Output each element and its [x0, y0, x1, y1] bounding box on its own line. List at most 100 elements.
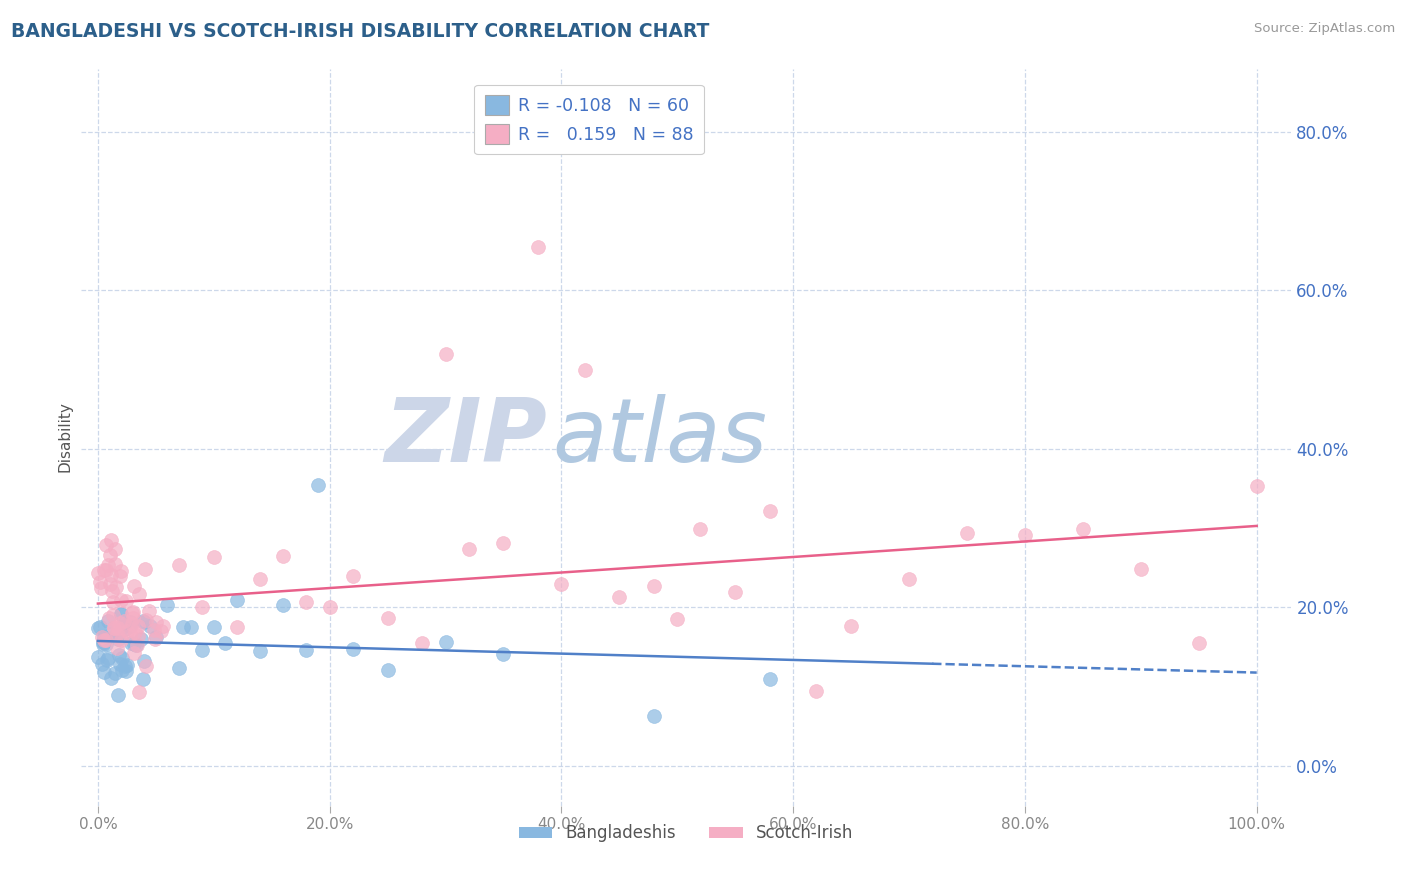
Point — [110, 607, 132, 621]
Point — [89, 620, 111, 634]
Text: atlas: atlas — [553, 394, 768, 480]
Text: ZIP: ZIP — [384, 393, 547, 481]
Point — [1246, 479, 1268, 493]
Point — [110, 564, 132, 578]
Point — [93, 633, 115, 648]
Point — [87, 649, 110, 664]
Point — [110, 633, 132, 648]
Point — [103, 557, 125, 571]
Point — [100, 627, 122, 641]
Point — [457, 541, 479, 556]
Point — [135, 659, 157, 673]
Point — [898, 572, 921, 586]
Point — [134, 655, 156, 669]
Point — [90, 657, 112, 672]
Point — [91, 637, 114, 651]
Point — [202, 620, 225, 634]
Point — [191, 642, 214, 657]
Point — [377, 611, 399, 625]
Point — [103, 621, 125, 635]
Point — [93, 563, 115, 577]
Point — [115, 664, 138, 678]
Point — [94, 637, 117, 651]
Point — [96, 651, 118, 665]
Point — [98, 577, 121, 591]
Point — [129, 632, 152, 647]
Y-axis label: Disability: Disability — [58, 401, 72, 473]
Point — [132, 672, 155, 686]
Point — [121, 616, 143, 631]
Point — [103, 595, 125, 609]
Point — [226, 620, 249, 634]
Point — [110, 651, 132, 665]
Point — [94, 538, 117, 552]
Point — [759, 672, 782, 686]
Point — [100, 671, 122, 685]
Point — [120, 628, 142, 642]
Point — [145, 630, 167, 644]
Point — [214, 636, 236, 650]
Point — [107, 626, 129, 640]
Point — [411, 635, 433, 649]
Point — [271, 598, 294, 612]
Point — [105, 580, 128, 594]
Point — [89, 575, 111, 590]
Point — [574, 362, 596, 376]
Point — [125, 638, 148, 652]
Point — [156, 598, 179, 612]
Point — [94, 564, 117, 578]
Point — [666, 612, 689, 626]
Legend: R = -0.108   N = 60, R =   0.159   N = 88: R = -0.108 N = 60, R = 0.159 N = 88 — [474, 85, 704, 154]
Point — [91, 635, 114, 649]
Point — [759, 504, 782, 518]
Point — [249, 572, 271, 586]
Point — [527, 240, 550, 254]
Point — [104, 666, 127, 681]
Point — [104, 542, 127, 557]
Point — [139, 619, 162, 633]
Point — [122, 637, 145, 651]
Point — [143, 623, 166, 637]
Point — [434, 635, 457, 649]
Point — [202, 549, 225, 564]
Point — [96, 652, 118, 666]
Point — [152, 619, 174, 633]
Point — [226, 592, 249, 607]
Point — [1014, 528, 1036, 542]
Point — [93, 630, 115, 644]
Point — [110, 607, 132, 622]
Point — [110, 592, 132, 607]
Point — [108, 648, 131, 662]
Point — [806, 683, 828, 698]
Point — [434, 347, 457, 361]
Point — [134, 562, 156, 576]
Point — [145, 615, 167, 630]
Point — [643, 709, 665, 723]
Point — [724, 585, 747, 599]
Point — [132, 614, 155, 628]
Point — [100, 584, 122, 599]
Point — [112, 614, 135, 628]
Point — [609, 590, 631, 604]
Point — [107, 632, 129, 646]
Point — [90, 581, 112, 595]
Point — [87, 566, 110, 580]
Point — [114, 622, 136, 636]
Point — [121, 605, 143, 619]
Point — [103, 621, 125, 635]
Text: Source: ZipAtlas.com: Source: ZipAtlas.com — [1254, 22, 1395, 36]
Point — [115, 657, 138, 672]
Point — [100, 567, 122, 582]
Point — [128, 685, 150, 699]
Point — [143, 632, 166, 647]
Point — [342, 642, 364, 657]
Point — [94, 633, 117, 648]
Point — [318, 599, 340, 614]
Point — [105, 641, 128, 656]
Point — [1071, 521, 1094, 535]
Point — [93, 665, 115, 680]
Point — [492, 647, 515, 661]
Point — [100, 548, 122, 562]
Point — [115, 594, 138, 608]
Point — [377, 663, 399, 677]
